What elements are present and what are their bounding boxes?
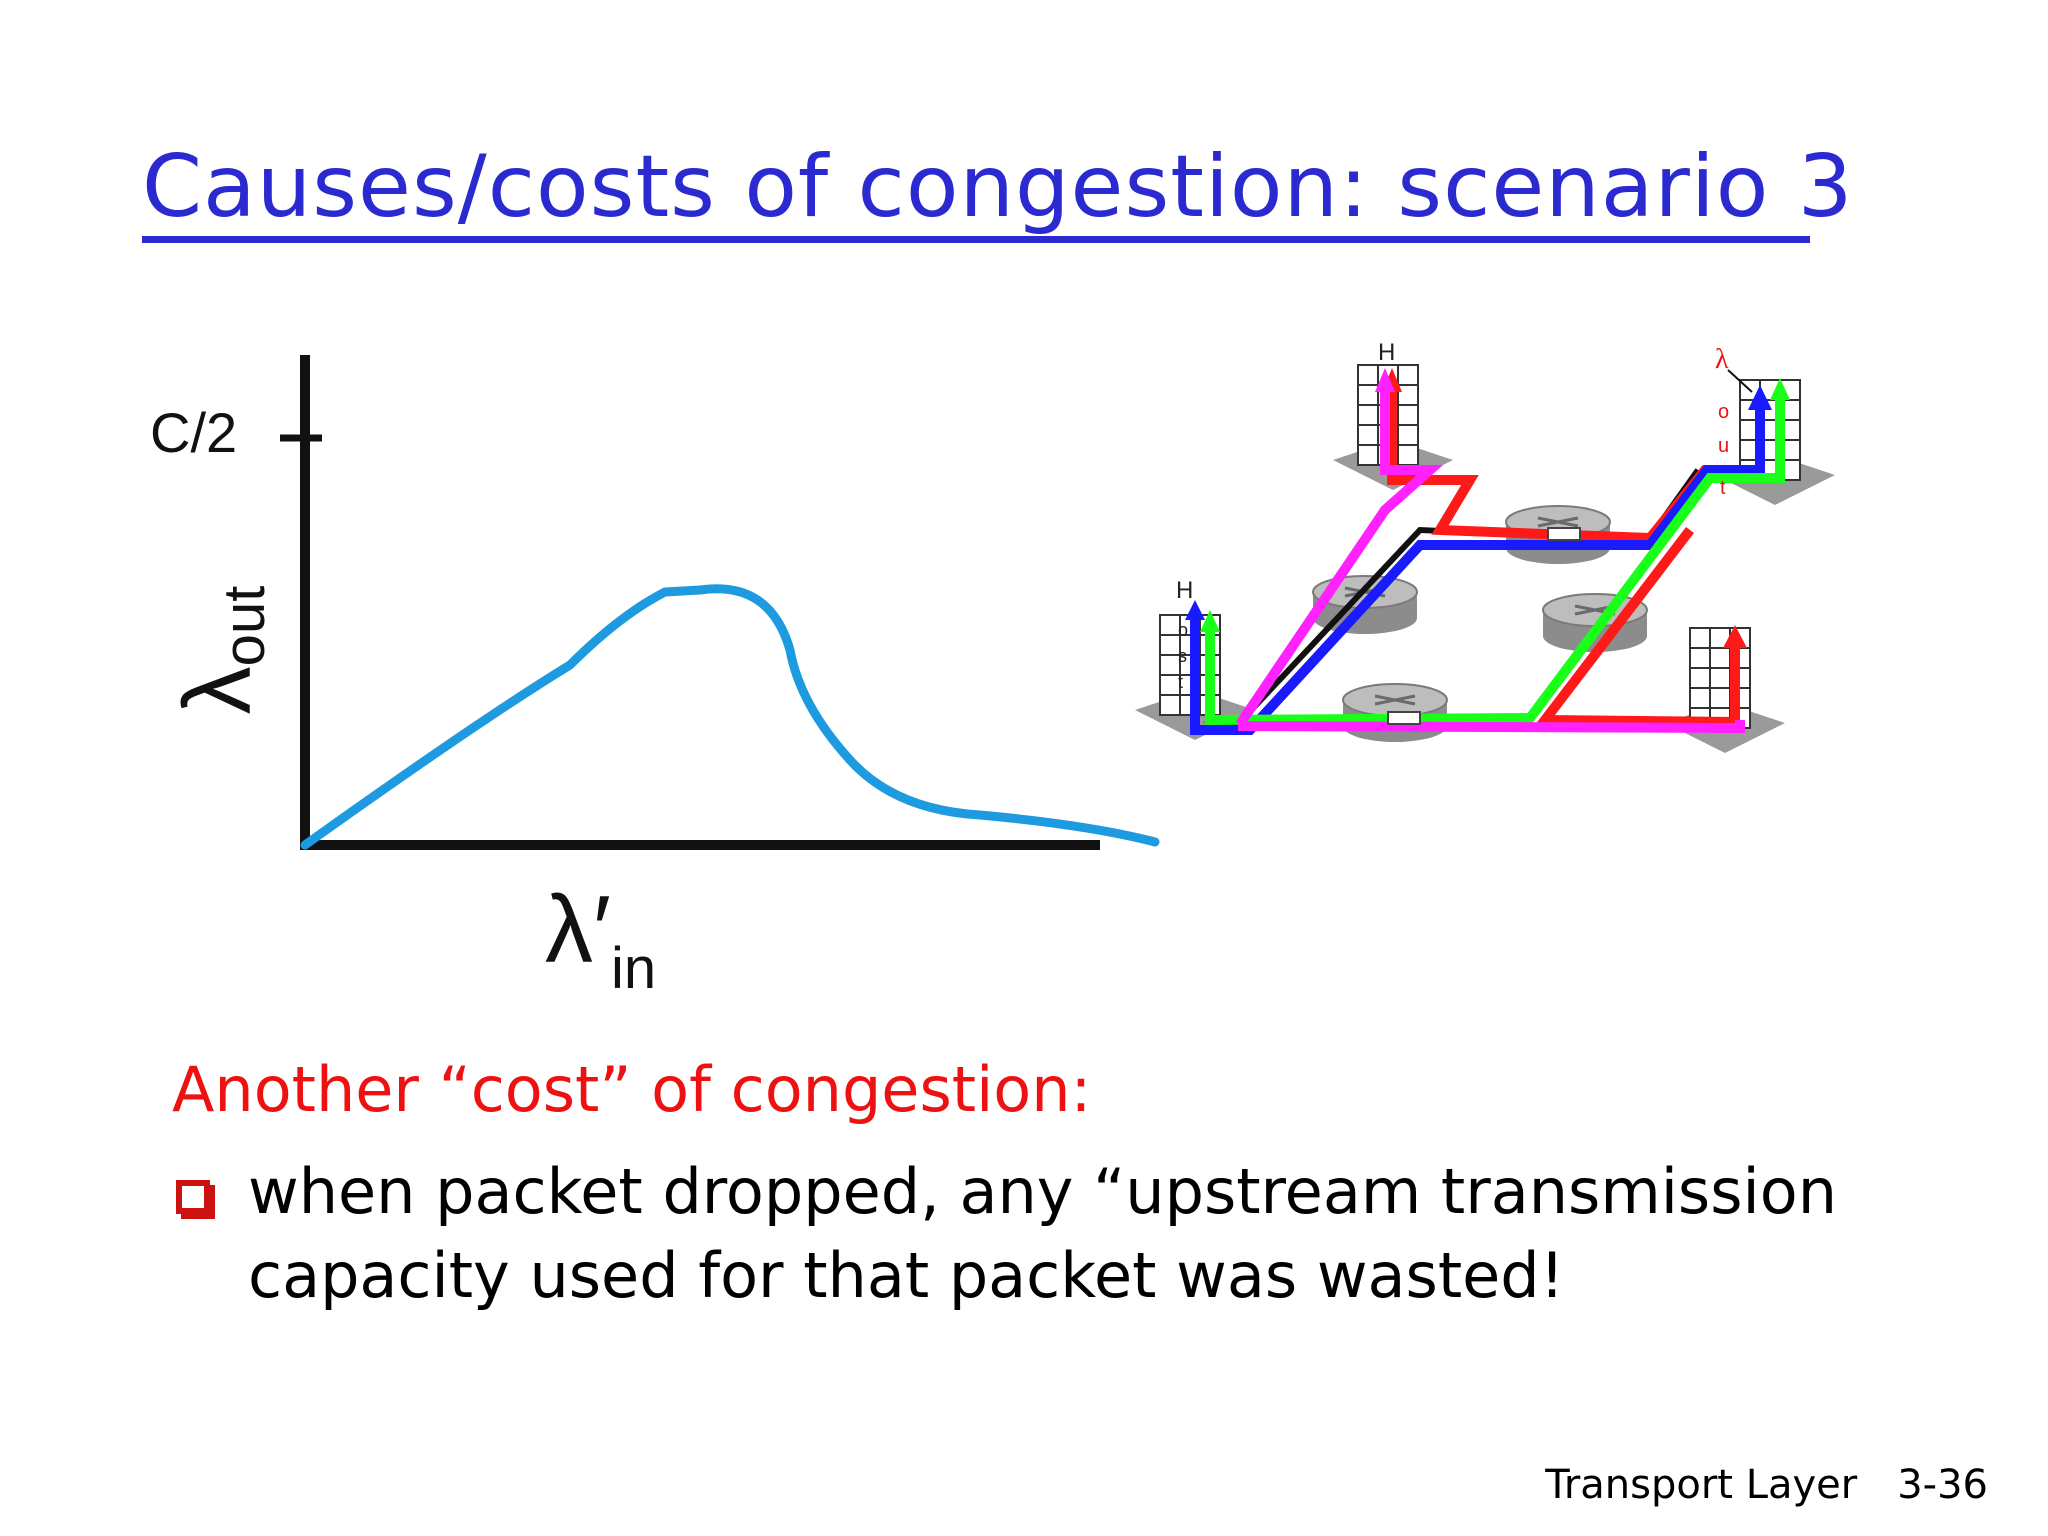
lambda-letter-2: u (1718, 435, 1729, 457)
x-axis-symbol: λ′ (545, 876, 611, 983)
bullet-text: when packet dropped, any “upstream trans… (248, 1155, 1837, 1312)
network-diagram: H H o s t λ o u t (1134, 339, 1836, 754)
host-left-letter-2: s (1178, 646, 1187, 666)
lambda-pointer (1727, 369, 1753, 393)
footer-page: 3-36 (1897, 1462, 1988, 1508)
bullet-box-icon (176, 1180, 210, 1214)
y-tick-label: C/2 (150, 401, 237, 464)
arrow-blue-left (1185, 600, 1205, 620)
x-axis-subscript: in (611, 936, 656, 1001)
throughput-curve (300, 584, 1160, 850)
throughput-graph: C/2 λout λ′in (150, 355, 1160, 1001)
flow-red-2 (1534, 526, 1740, 728)
footer-section: Transport Layer (1545, 1462, 1858, 1508)
y-axis-subscript: out (212, 586, 277, 667)
arrow-blue-top-right (1748, 385, 1772, 410)
slide-title: Causes/costs of congestion: scenario 3 (142, 137, 1854, 237)
lambda-out-symbol: λ (1715, 344, 1729, 375)
buffer-bottom (1387, 711, 1421, 725)
lambda-letter-1: o (1718, 401, 1729, 423)
host-top-label: H (1378, 339, 1395, 366)
arrow-red-bottom-right (1723, 625, 1747, 648)
arrow-green-left (1200, 610, 1220, 632)
x-axis-label: λ′in (545, 876, 656, 1001)
flow-magenta-2 (1235, 385, 1444, 727)
flow-green-1 (1205, 395, 1785, 726)
lambda-letter-3: t (1720, 477, 1726, 499)
footer: Transport Layer 3-36 (1505, 1462, 1988, 1508)
host-left-letter-3: t (1178, 672, 1183, 692)
y-axis-symbol: λ (164, 666, 271, 714)
title-underline (142, 236, 1810, 243)
arrow-magenta-top (1375, 368, 1395, 392)
flow-magenta-1 (1237, 720, 1745, 734)
arrow-green-top-right (1770, 378, 1790, 400)
host-left-letter-1: o (1178, 620, 1188, 640)
y-axis-label: λout (164, 586, 277, 715)
flow-blue-1 (1190, 405, 1765, 735)
cost-heading: Another “cost” of congestion: (172, 1053, 1092, 1126)
buffer-top (1547, 527, 1581, 541)
host-left-label: H (1176, 577, 1193, 604)
